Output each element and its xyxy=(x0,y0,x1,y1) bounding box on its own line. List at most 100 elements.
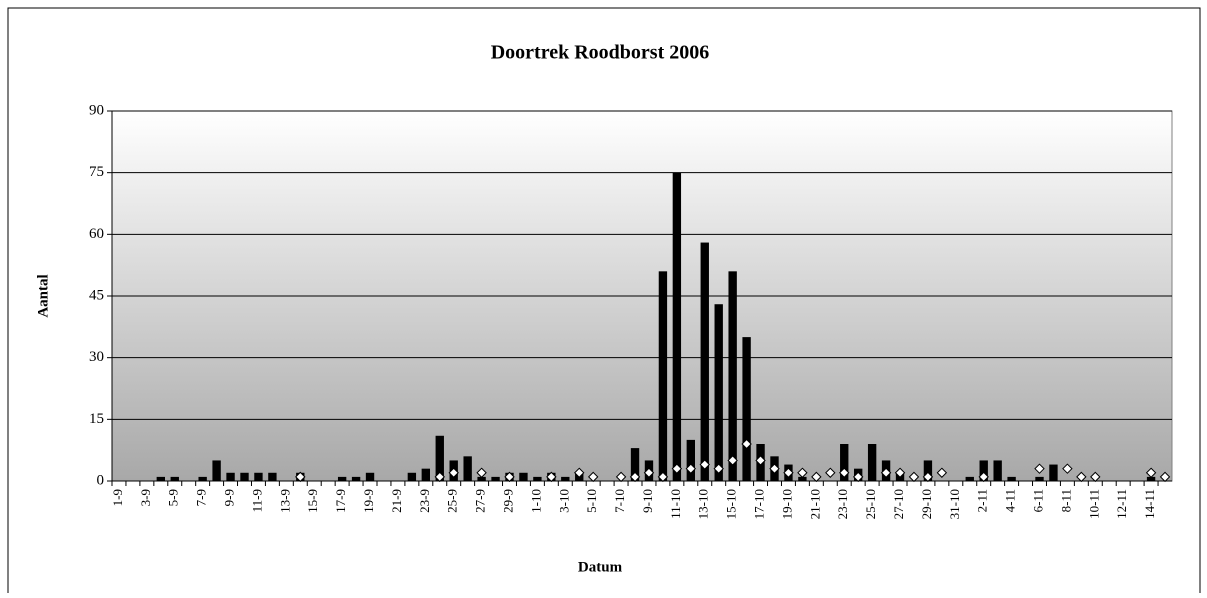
bar xyxy=(714,304,723,481)
diamond-marker xyxy=(936,467,948,478)
x-tick-label: 17-9 xyxy=(333,489,348,513)
diamond-marker xyxy=(880,467,892,478)
x-tick-label: 7-9 xyxy=(194,489,209,506)
bar xyxy=(700,242,709,481)
diamond-marker xyxy=(546,471,557,483)
bar xyxy=(337,476,347,481)
x-tick-label: 3-10 xyxy=(556,489,571,513)
x-tick-label: 12-11 xyxy=(1114,489,1129,519)
bar xyxy=(212,460,221,481)
x-tick-label: 2-11 xyxy=(975,489,990,512)
diamond-marker xyxy=(839,467,850,478)
x-tick-label: 8-11 xyxy=(1058,489,1073,512)
x-tick-label: 7-10 xyxy=(612,489,627,513)
bar xyxy=(170,476,179,481)
x-tick-label: 29-9 xyxy=(500,489,515,513)
x-tick-label: 23-10 xyxy=(835,489,850,519)
diamond-marker xyxy=(1076,471,1087,483)
diamond-marker xyxy=(727,455,738,466)
bar xyxy=(435,435,444,481)
diamond-marker xyxy=(894,467,906,478)
bar xyxy=(268,472,277,481)
diamond-marker xyxy=(574,467,585,478)
x-axis-label: Datum xyxy=(578,559,623,575)
x-tick-label: 10-11 xyxy=(1086,489,1101,519)
x-tick-label: 23-9 xyxy=(417,489,432,513)
diamond-marker xyxy=(1090,471,1101,483)
y-tick-label: 90 xyxy=(89,102,104,118)
y-tick-label: 75 xyxy=(89,164,104,180)
diamond-marker xyxy=(671,463,683,474)
x-tick-label: 1-10 xyxy=(528,489,543,513)
x-tick-label: 9-9 xyxy=(222,489,237,506)
bar xyxy=(672,172,682,481)
diamond-marker xyxy=(295,471,306,483)
bar xyxy=(993,460,1002,481)
bar xyxy=(965,476,974,481)
diamond-marker xyxy=(769,463,780,474)
diamond-marker xyxy=(713,463,724,474)
y-axis-label: Aantal xyxy=(35,274,51,317)
bar xyxy=(840,444,849,481)
y-tick-label: 30 xyxy=(89,349,104,365)
chart-frame xyxy=(7,7,1201,593)
bar xyxy=(561,476,570,481)
x-tick-label: 9-10 xyxy=(640,489,655,513)
x-tick-label: 19-9 xyxy=(361,489,376,513)
x-tick-label: 21-9 xyxy=(389,489,404,513)
x-tick-label: 29-10 xyxy=(919,489,934,519)
bar xyxy=(798,476,807,481)
bar xyxy=(254,472,263,481)
bar xyxy=(533,476,542,481)
bar xyxy=(421,468,430,481)
diamond-marker xyxy=(1034,463,1045,474)
bar xyxy=(686,439,695,481)
x-tick-label: 25-9 xyxy=(445,489,460,513)
diamond-marker xyxy=(448,467,459,478)
bar xyxy=(923,460,933,481)
diamond-marker xyxy=(615,471,627,483)
bar xyxy=(1146,476,1156,481)
diamond-marker xyxy=(643,467,655,478)
x-tick-label: 31-10 xyxy=(947,489,962,519)
chart-title: Doortrek Roodborst 2006 xyxy=(491,42,710,64)
y-tick-label: 45 xyxy=(89,287,104,303)
bar xyxy=(156,476,165,481)
diamond-marker xyxy=(978,471,989,483)
diamond-marker xyxy=(504,471,515,483)
diamond-marker xyxy=(587,471,599,483)
diamond-marker xyxy=(797,467,808,478)
bar xyxy=(630,448,640,481)
x-tick-label: 13-9 xyxy=(277,489,292,513)
bar xyxy=(867,444,877,481)
bar xyxy=(198,476,207,481)
bar xyxy=(519,472,528,481)
diamond-marker xyxy=(755,455,766,466)
bar xyxy=(742,337,751,481)
bar xyxy=(1007,476,1016,481)
x-tick-label: 19-10 xyxy=(779,489,794,519)
bar xyxy=(226,472,235,481)
x-tick-label: 5-10 xyxy=(584,489,599,513)
diamond-marker xyxy=(825,467,836,478)
x-tick-label: 14-11 xyxy=(1142,489,1157,519)
x-tick-label: 11-9 xyxy=(249,489,264,512)
y-tick-label: 0 xyxy=(97,472,105,488)
bar xyxy=(1035,476,1044,481)
y-tick-label: 60 xyxy=(89,226,104,242)
diamond-marker xyxy=(1159,471,1171,483)
diamond-marker xyxy=(434,471,445,483)
diamond-marker xyxy=(476,467,487,478)
diamond-marker xyxy=(1145,467,1157,478)
x-tick-label: 15-9 xyxy=(305,489,320,513)
diamond-marker xyxy=(741,438,752,450)
diamond-marker xyxy=(908,471,920,483)
diamond-marker xyxy=(629,471,641,483)
diamond-marker xyxy=(922,471,934,483)
diamond-marker xyxy=(1062,463,1073,474)
x-tick-label: 1-9 xyxy=(110,489,125,506)
x-tick-label: 3-9 xyxy=(138,489,153,506)
x-tick-label: 17-10 xyxy=(752,489,767,519)
bar xyxy=(658,271,668,481)
diamond-marker xyxy=(811,471,822,483)
